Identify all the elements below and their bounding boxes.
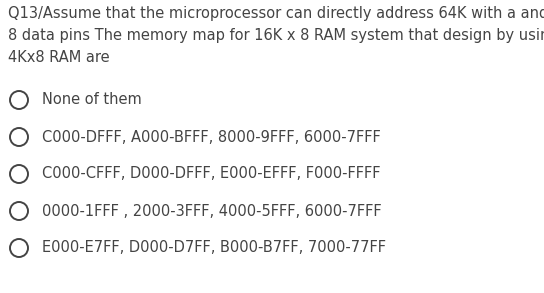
Text: E000-E7FF, D000-D7FF, B000-B7FF, 7000-77FF: E000-E7FF, D000-D7FF, B000-B7FF, 7000-77…: [42, 241, 386, 255]
Text: None of them: None of them: [42, 93, 142, 108]
Text: 0000-1FFF , 2000-3FFF, 4000-5FFF, 6000-7FFF: 0000-1FFF , 2000-3FFF, 4000-5FFF, 6000-7…: [42, 204, 382, 219]
Text: C000-DFFF, A000-BFFF, 8000-9FFF, 6000-7FFF: C000-DFFF, A000-BFFF, 8000-9FFF, 6000-7F…: [42, 130, 381, 144]
Text: Q13/Assume that the microprocessor can directly address 64K with a and
8 data pi: Q13/Assume that the microprocessor can d…: [8, 6, 544, 65]
Text: C000-CFFF, D000-DFFF, E000-EFFF, F000-FFFF: C000-CFFF, D000-DFFF, E000-EFFF, F000-FF…: [42, 166, 380, 181]
